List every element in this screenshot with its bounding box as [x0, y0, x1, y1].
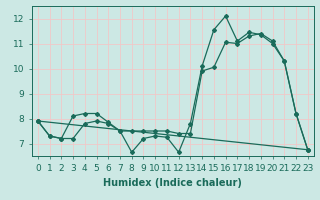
- X-axis label: Humidex (Indice chaleur): Humidex (Indice chaleur): [103, 178, 242, 188]
